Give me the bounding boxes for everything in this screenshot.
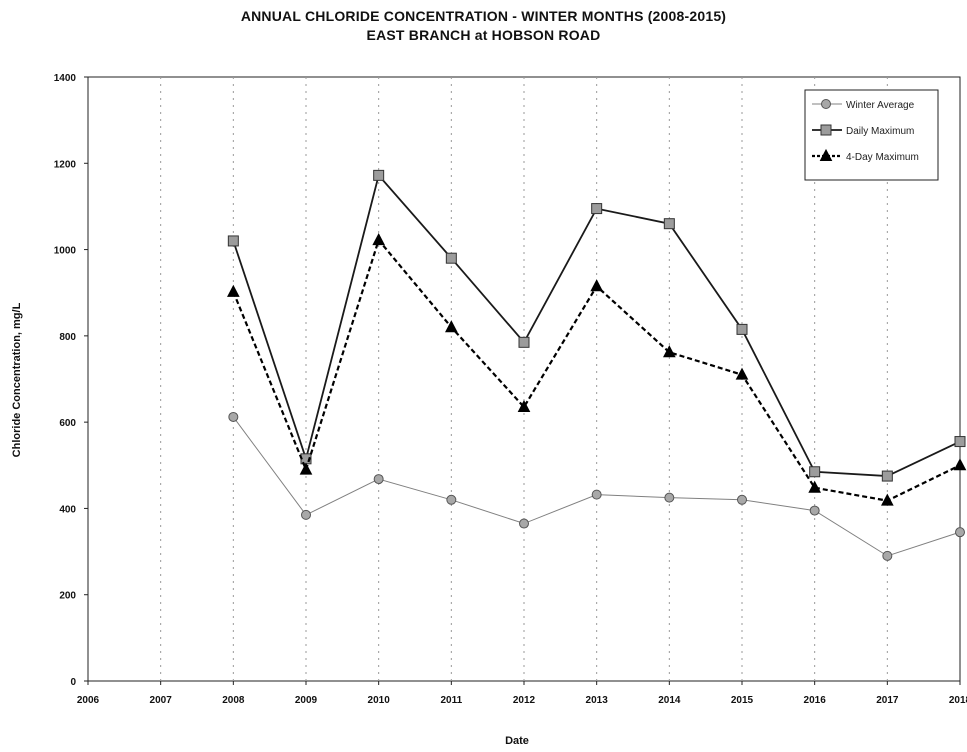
data-point [228, 411, 239, 422]
data-point [954, 436, 966, 448]
y-tick-label: 200 [59, 591, 76, 602]
legend-marker [820, 124, 832, 136]
y-tick-label: 600 [59, 418, 76, 429]
data-point [373, 169, 385, 181]
data-point [809, 505, 820, 516]
data-point [446, 494, 457, 505]
data-point [881, 493, 894, 506]
vertical-gridlines [160, 77, 888, 681]
data-point [663, 218, 675, 230]
x-tick-label: 2008 [222, 695, 245, 706]
data-point [445, 252, 457, 264]
series-line [232, 416, 961, 557]
x-tick-label: 2015 [731, 695, 754, 706]
legend-label: Daily Maximum [846, 126, 914, 137]
x-tick-label: 2012 [513, 695, 536, 706]
data-point [373, 474, 384, 485]
x-tick-label: 2014 [658, 695, 681, 706]
series-4-day-maximum [227, 233, 967, 506]
data-point [299, 462, 313, 475]
legend-label: 4-Day Maximum [846, 152, 919, 163]
data-point [882, 550, 893, 561]
x-tick-label: 2011 [440, 695, 462, 706]
y-tick-label: 800 [59, 332, 76, 343]
data-point [301, 509, 311, 520]
chart-title: ANNUAL CHLORIDE CONCENTRATION - WINTER M… [240, 8, 727, 24]
y-tick-label: 1400 [54, 73, 77, 84]
legend-marker [821, 99, 831, 109]
series-daily-maximum [227, 169, 966, 482]
series-layer [227, 169, 967, 561]
data-point [663, 345, 676, 358]
y-tick-label: 1000 [54, 246, 77, 257]
y-tick-label: 1200 [54, 159, 77, 170]
x-tick-label: 2017 [876, 695, 899, 706]
data-point [953, 458, 967, 471]
x-tick-label: 2013 [586, 695, 609, 706]
data-point [591, 203, 603, 215]
chart-subtitle: EAST BRANCH at HOBSON ROAD [366, 27, 601, 43]
x-tick-label: 2009 [295, 695, 318, 706]
legend-label: Winter Average [846, 100, 915, 111]
data-point [736, 323, 748, 335]
data-point [227, 284, 240, 297]
data-point [227, 235, 239, 247]
x-tick-label: 2007 [150, 695, 173, 706]
data-point [881, 470, 893, 482]
data-point [737, 494, 747, 505]
data-point [808, 480, 821, 493]
x-tick-label: 2016 [804, 695, 827, 706]
series-line [232, 173, 961, 477]
y-axis-label: Chloride Concentration, mg/L [11, 302, 23, 457]
x-axis-ticks: 2006 2007 2008 2009 2010 2011 2012 2013 2014 2015… [77, 681, 967, 706]
data-point [591, 489, 602, 500]
data-point [519, 518, 529, 529]
x-tick-label: 2010 [368, 695, 391, 706]
legend-marker [819, 148, 833, 161]
y-tick-label: 0 [70, 677, 76, 688]
data-point [809, 466, 821, 478]
data-point [518, 336, 530, 348]
data-point [517, 399, 531, 413]
x-axis-label: Date [505, 735, 529, 747]
data-point [445, 320, 458, 333]
x-tick-label: 2018 [949, 695, 967, 706]
y-axis-ticks: 0 200 400 600 800 1000 1200 1400 [54, 73, 88, 688]
data-point [372, 233, 385, 246]
data-point [955, 527, 965, 538]
series-winter-average [228, 411, 965, 561]
data-point [590, 279, 603, 292]
y-tick-label: 400 [59, 504, 76, 515]
legend: Winter Average Daily Maximum 4-Day Maximum [804, 89, 939, 181]
data-point [735, 367, 749, 380]
x-tick-label: 2006 [77, 695, 100, 706]
data-point [664, 492, 675, 503]
